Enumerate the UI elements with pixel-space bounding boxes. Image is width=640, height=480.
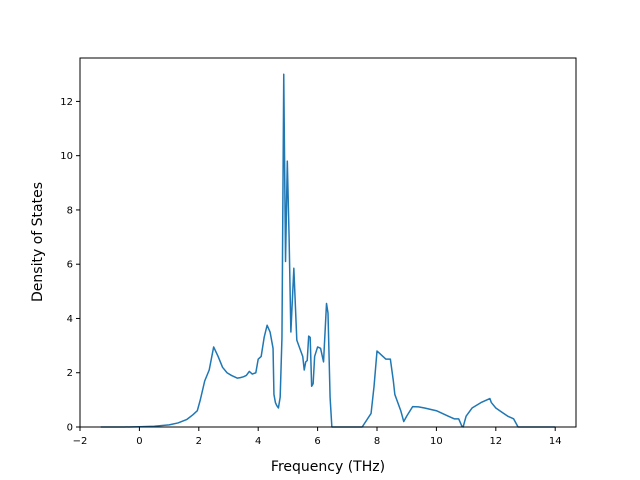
y-tick-label: 6 bbox=[67, 260, 73, 271]
dos-series-line-0 bbox=[100, 73, 556, 428]
x-tick-label: 6 bbox=[314, 436, 320, 447]
x-axis-label: Frequency (THz) bbox=[271, 459, 385, 475]
x-tick-label: 4 bbox=[255, 436, 261, 447]
y-tick-label: 0 bbox=[67, 423, 73, 434]
x-tick-label: 12 bbox=[489, 436, 502, 447]
x-tick-label: 0 bbox=[136, 436, 142, 447]
x-tick-label: 14 bbox=[549, 436, 562, 447]
y-tick-label: 4 bbox=[67, 314, 73, 325]
x-tick-label: 8 bbox=[374, 436, 380, 447]
y-tick-label: 2 bbox=[67, 368, 73, 379]
x-tick-label: −2 bbox=[73, 436, 88, 447]
plot-frame bbox=[79, 57, 577, 428]
y-tick-label: 12 bbox=[60, 97, 73, 108]
y-axis-label: Density of States bbox=[30, 182, 46, 302]
x-tick-label: 10 bbox=[430, 436, 443, 447]
x-tick-label: 2 bbox=[196, 436, 202, 447]
y-tick-label: 8 bbox=[67, 205, 73, 216]
y-tick-label: 10 bbox=[60, 151, 73, 162]
